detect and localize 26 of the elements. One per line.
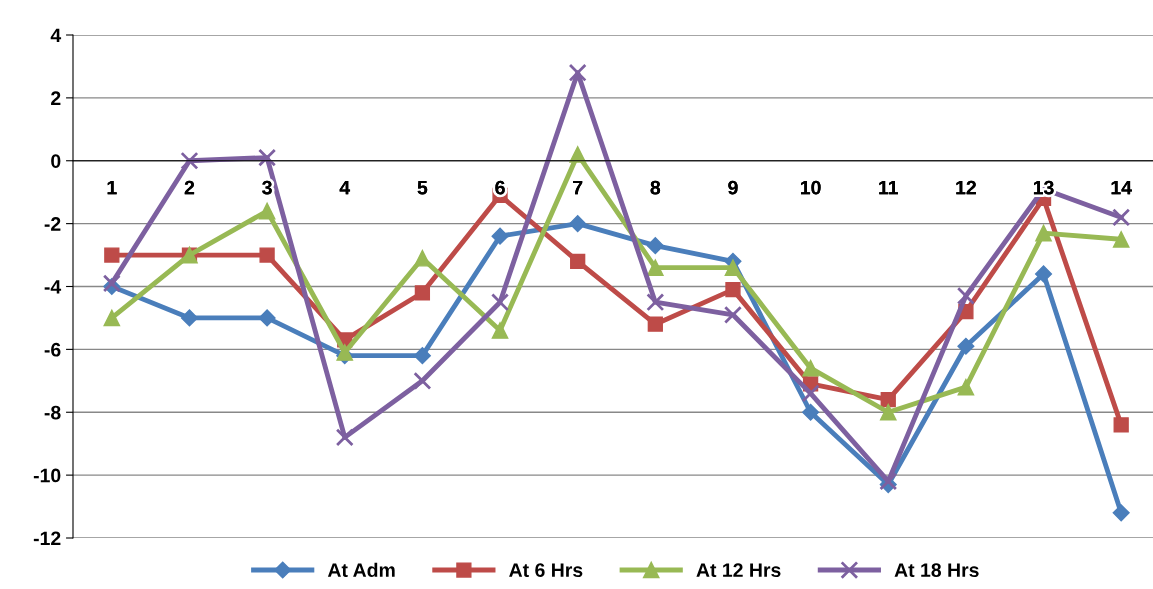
x-tick-label: 9 [728,180,738,195]
x-tick-label: 2 [184,180,195,195]
y-tick-label: 0 [51,154,61,168]
y-tick-label: -12 [33,531,61,546]
y-tick-label: -10 [33,468,61,483]
x-tick-label: 11 [879,180,898,195]
legend-label: At 12 Hrs [696,563,781,578]
legend-label: At Adm [327,562,395,578]
y-tick-label: -8 [44,405,61,420]
legend-label: At 18 Hrs [894,563,979,578]
x-tick-label: 3 [262,180,272,195]
x-tick-label: 10 [801,180,821,195]
x-tick-label: 14 [1111,180,1132,195]
y-tick-label: 2 [51,91,61,105]
x-tick-label: 8 [650,180,661,195]
y-tick-label: -6 [44,342,61,357]
x-tick-label: 12 [956,180,976,195]
x-tick-label: 6 [495,180,505,195]
y-tick-label: -2 [44,217,61,231]
legend-label: At 6 Hrs [509,563,583,578]
x-tick-label: 7 [573,180,583,195]
x-tick-label: 5 [417,180,428,195]
y-tick-label: 4 [50,28,62,43]
x-tick-label: 1 [107,180,117,195]
y-tick-label: -4 [44,280,62,294]
x-tick-label: 4 [339,180,351,195]
